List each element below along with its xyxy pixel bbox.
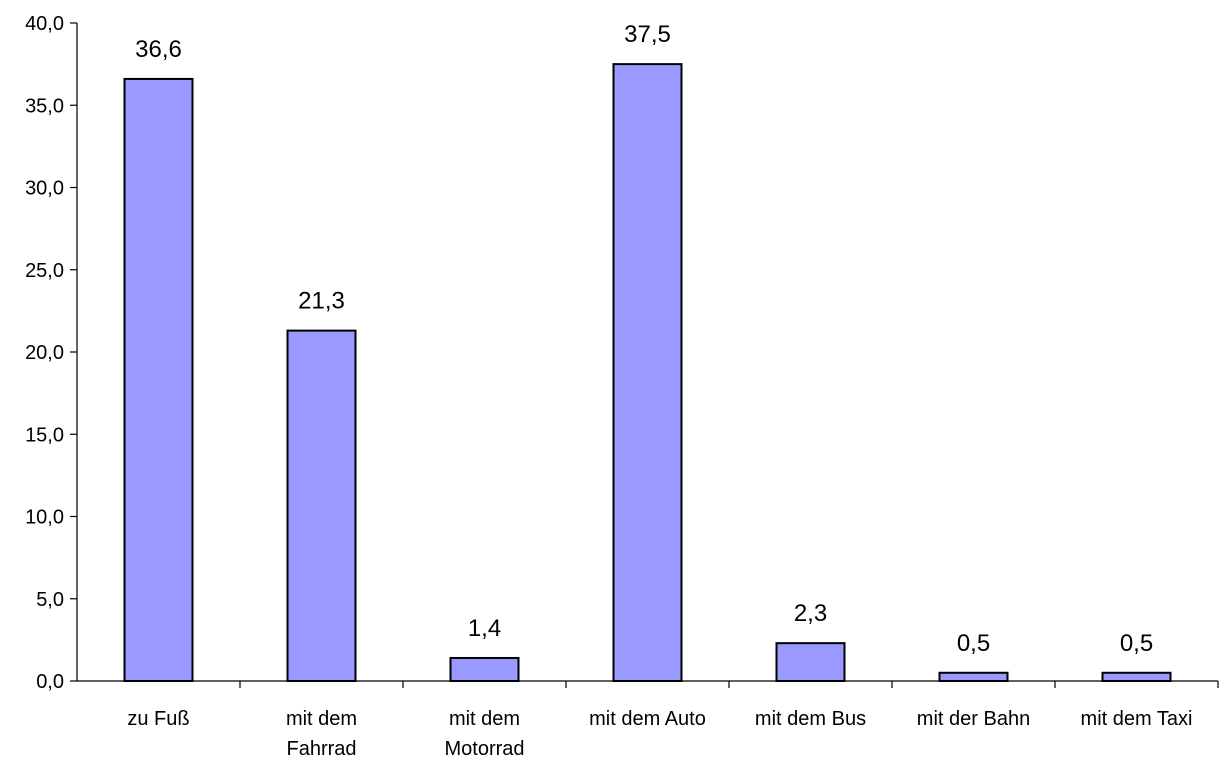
x-category-label-line: Motorrad: [444, 738, 524, 760]
y-tick-label: 40,0: [25, 13, 64, 35]
bar-value-label: 0,5: [957, 630, 990, 657]
bar-value-label: 37,5: [624, 21, 671, 48]
x-category-label-line: mit dem: [286, 708, 357, 730]
bar-value-label: 0,5: [1120, 630, 1153, 657]
y-tick-label: 30,0: [25, 178, 64, 200]
bar-value-label: 21,3: [298, 288, 345, 315]
bar: [938, 671, 1009, 683]
x-category-label-line: mit dem Taxi: [1081, 708, 1193, 730]
bar: [775, 642, 846, 682]
y-tick-label: 15,0: [25, 424, 64, 446]
bars: [123, 63, 1172, 683]
x-category-label-line: mit dem: [449, 708, 520, 730]
x-category-label: zu Fuß: [127, 708, 189, 730]
bar-value-label: 2,3: [794, 600, 827, 627]
x-category-label: mit dem Motorrad: [444, 708, 524, 760]
x-category-label-line: mit der Bahn: [917, 708, 1030, 730]
y-tick-label: 5,0: [36, 589, 64, 611]
y-tick-label: 35,0: [25, 95, 64, 117]
x-category-label-line: mit dem Auto: [589, 708, 706, 730]
bar: [449, 656, 520, 682]
x-category-label-line: mit dem Bus: [755, 708, 866, 730]
y-axis: 0,0 5,0 10,0 15,0 20,0 25,0 30,0 35,0 40,0: [25, 13, 78, 693]
bar-value-label: 1,4: [468, 615, 501, 642]
y-tick-label: 10,0: [25, 507, 64, 529]
x-category-label: mit dem Fahrrad: [286, 708, 357, 760]
y-tick-label: 0,0: [36, 671, 64, 693]
x-category-label-line: Fahrrad: [286, 738, 356, 760]
bar: [123, 77, 194, 683]
x-category-label-line: zu Fuß: [127, 708, 189, 730]
bar: [612, 63, 683, 682]
data-labels: 36,6 21,3 1,4 37,5 2,3 0,5 0,5: [135, 21, 1153, 657]
x-category-label: mit dem Bus: [755, 708, 866, 730]
x-category-label: mit dem Auto: [589, 708, 706, 730]
bar-value-label: 36,6: [135, 36, 182, 63]
bar: [1101, 671, 1172, 683]
bar: [286, 329, 357, 682]
x-category-label: mit der Bahn: [917, 708, 1030, 730]
x-category-label: mit dem Taxi: [1081, 708, 1193, 730]
y-tick-label: 25,0: [25, 260, 64, 282]
y-tick-label: 20,0: [25, 342, 64, 364]
